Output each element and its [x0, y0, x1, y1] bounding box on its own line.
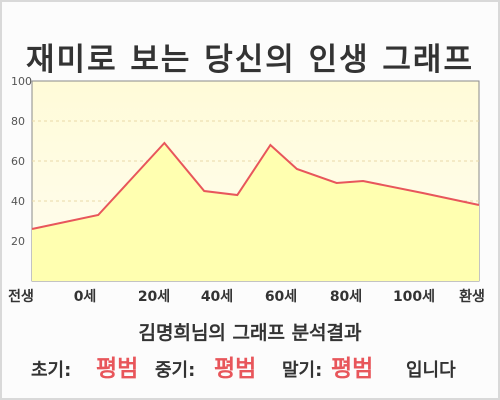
- y-tick-label: 20: [11, 235, 25, 248]
- life-line: [31, 141, 480, 230]
- x-tick-label: 전생: [8, 288, 34, 305]
- y-tick-label: 100: [11, 75, 32, 88]
- x-tick-label: 40세: [201, 289, 233, 305]
- x-tick-label: 100세: [393, 289, 435, 305]
- analysis-result: 초기: 평범 중기: 평범 말기: 평범 입니다: [0, 346, 500, 382]
- x-tick-label: 80세: [330, 289, 362, 305]
- x-tick-label: 60세: [265, 289, 297, 305]
- middle-value: 평범: [214, 356, 257, 382]
- x-tick-label: 20세: [138, 289, 170, 305]
- y-tick-label: 40: [11, 195, 25, 208]
- y-tick-label: 60: [11, 155, 25, 168]
- late-label: 말기:: [282, 360, 323, 381]
- early-label: 초기:: [31, 360, 72, 381]
- y-axis-ticks: 20 40 60 80 100: [11, 75, 32, 248]
- analysis-subtitle: 김명희님의 그래프 분석결과: [138, 322, 362, 344]
- chart-title: 재미로 보는 당신의 인생 그래프: [26, 42, 474, 78]
- early-value: 평범: [96, 356, 139, 382]
- x-tick-label: 0세: [74, 289, 97, 305]
- x-tick-label: 환생: [459, 288, 485, 305]
- late-value: 평범: [331, 356, 374, 382]
- y-tick-label: 80: [11, 115, 25, 128]
- life-area: [32, 143, 479, 281]
- middle-label: 중기:: [155, 360, 196, 381]
- result-suffix: 입니다: [406, 360, 456, 381]
- x-axis-ticks: 전생 0세 20세 40세 60세 80세 100세 환생: [8, 288, 485, 305]
